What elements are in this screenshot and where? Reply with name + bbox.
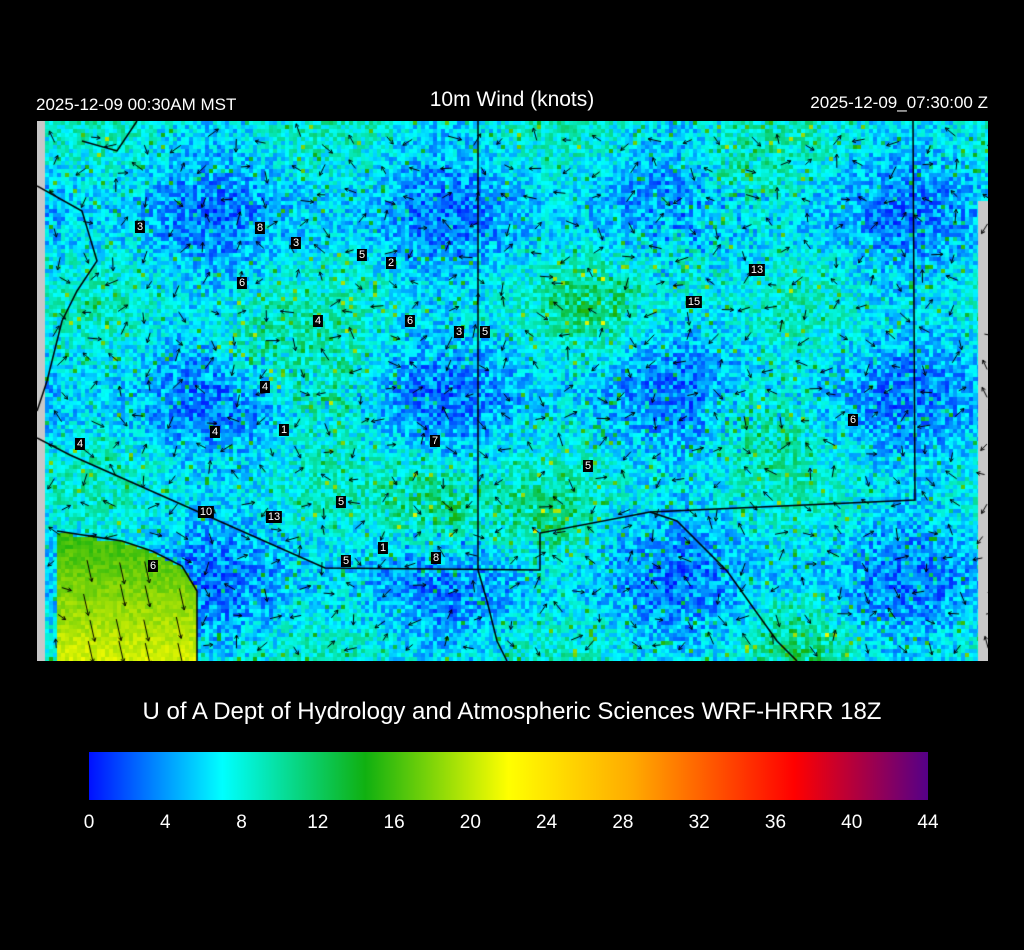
colorbar-tick: 32: [688, 812, 710, 833]
station-label: 13: [748, 264, 766, 276]
station-label: 5: [356, 249, 368, 261]
local-time: 2025-12-09 00:30AM MST: [36, 95, 237, 114]
utc-time: 2025-12-09_07:30:00 Z: [810, 93, 988, 112]
station-label: 1: [278, 424, 290, 436]
station-label: 8: [254, 222, 266, 234]
station-label: 8: [430, 552, 442, 564]
colorbar-tick: 8: [236, 812, 247, 833]
station-label: 6: [847, 414, 859, 426]
colorbar-tick: 16: [383, 812, 405, 833]
station-label: 15: [685, 296, 703, 308]
station-label: 6: [147, 560, 159, 572]
station-label: 6: [404, 315, 416, 327]
station-label: 1: [377, 542, 389, 554]
colorbar-tick: 4: [159, 812, 171, 833]
station-label: 5: [479, 326, 491, 338]
station-label: 6: [236, 277, 248, 289]
station-label: 13: [265, 511, 283, 523]
station-label: 5: [340, 555, 352, 567]
colorbar-tick: 44: [917, 812, 939, 833]
colorbar-tick: 0: [83, 812, 95, 833]
wind-map: 3 8 3 5 2 6 4 6 3 5 13 15 4 4 1 7 6 4 5 10 13 5 1 8 5 6: [37, 121, 988, 661]
station-label: 4: [209, 426, 221, 438]
station-label: 3: [290, 237, 302, 249]
station-label: 4: [259, 381, 271, 393]
station-label: 7: [429, 435, 441, 447]
colorbar-tick: 28: [612, 812, 634, 833]
colorbar-tick: 24: [536, 812, 558, 833]
station-label: 3: [134, 221, 146, 233]
wind-speed-field: [37, 121, 988, 661]
station-label: 10: [197, 506, 215, 518]
station-label: 4: [312, 315, 324, 327]
station-label: 4: [74, 438, 86, 450]
colorbar-tick: 20: [459, 812, 481, 833]
station-label: 5: [335, 496, 347, 508]
colorbar: [89, 752, 928, 800]
map-title: 10m Wind (knots): [429, 88, 595, 111]
colorbar-tick: 12: [307, 812, 329, 833]
station-label: 2: [385, 257, 397, 269]
colorbar-tick: 40: [841, 812, 863, 833]
credit-text: U of A Dept of Hydrology and Atmospheric…: [142, 698, 882, 725]
station-label: 3: [453, 326, 465, 338]
colorbar-tick: 36: [764, 812, 787, 833]
station-label: 5: [582, 460, 594, 472]
